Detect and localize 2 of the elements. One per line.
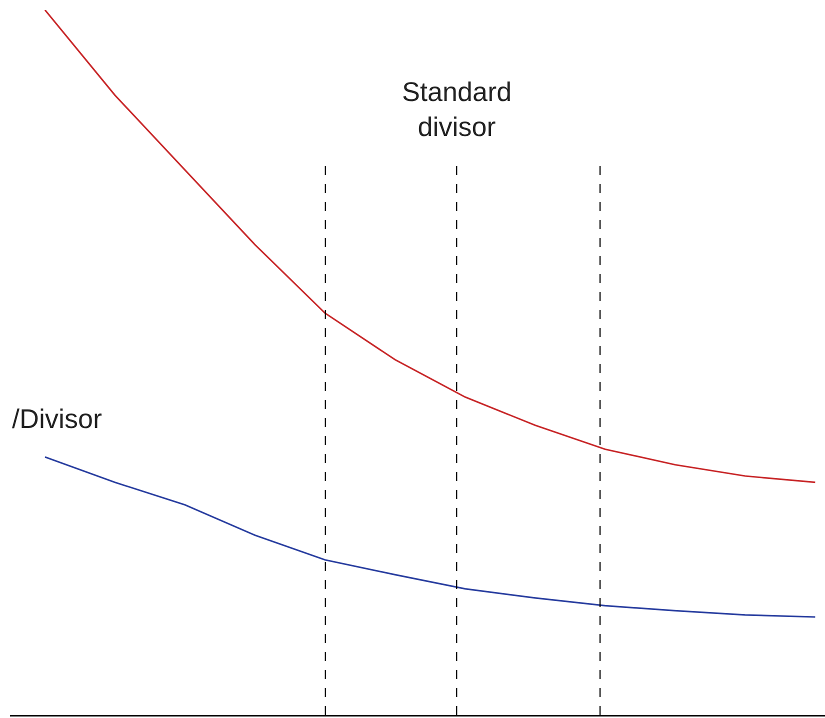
annotation: /Divisor [12,404,102,434]
annotation: Standard divisor [402,77,512,142]
